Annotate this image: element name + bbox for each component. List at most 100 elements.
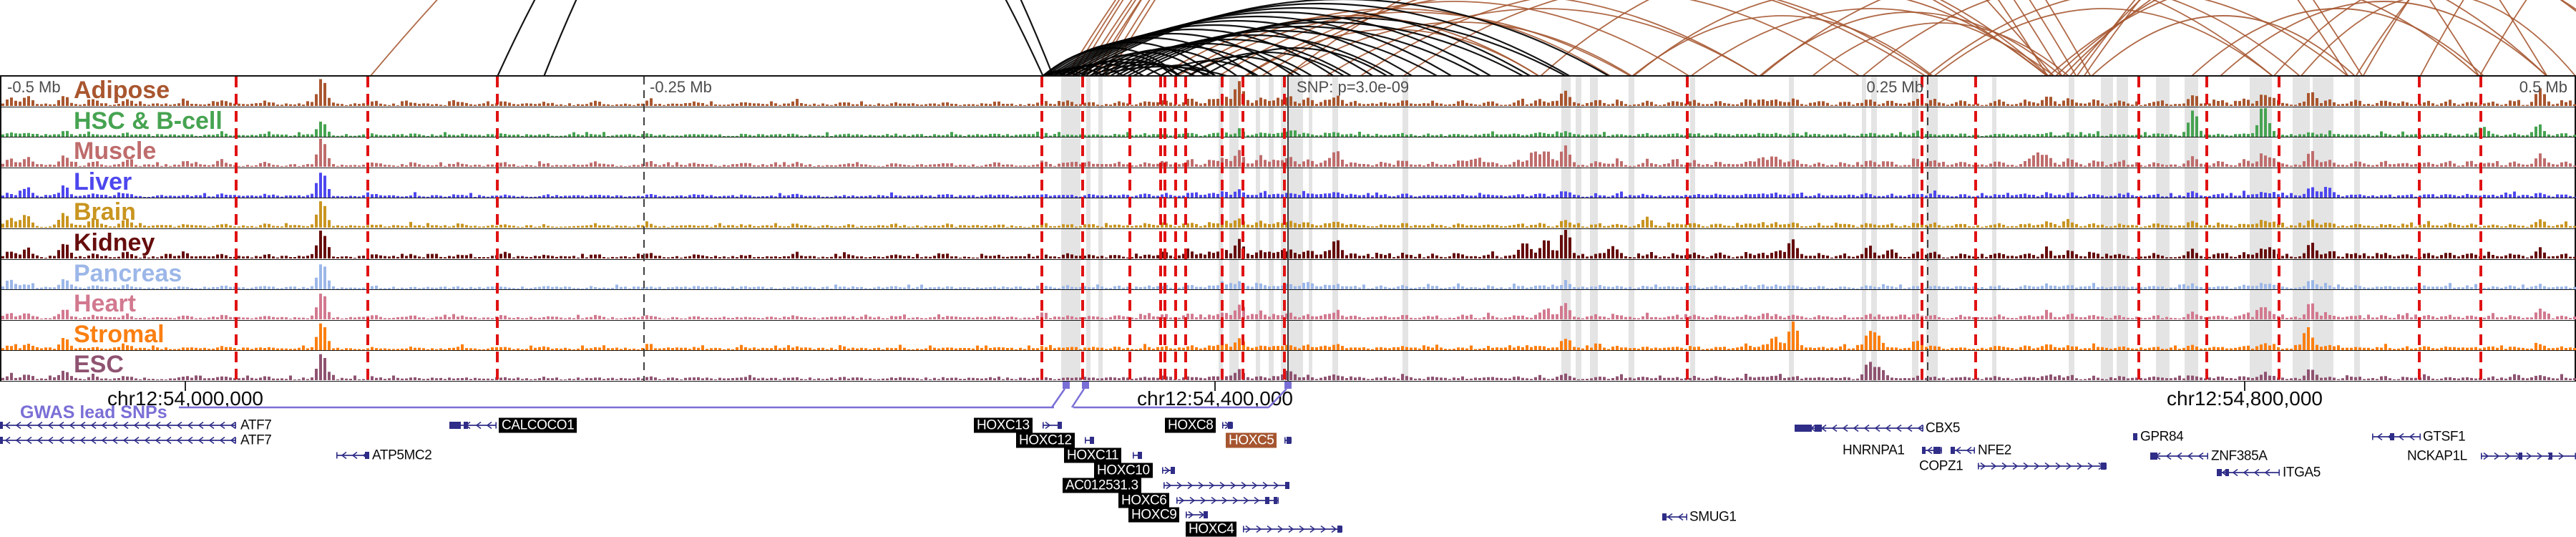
gwas-lead-snps-label: GWAS lead SNPs — [20, 402, 167, 422]
coordinate-tick — [1214, 382, 1216, 391]
ruler-label: SNP: p=3.0e-09 — [1297, 78, 1410, 96]
gene-label-HOXC13[interactable]: HOXC13 — [974, 417, 1033, 433]
track-label: Liver — [74, 168, 132, 195]
lead-snp-line — [1174, 77, 1177, 382]
gene-AC012531.3[interactable] — [1163, 481, 1289, 490]
interaction-arc — [369, 0, 2054, 77]
interaction-arc — [1056, 19, 1414, 77]
gene-ZNF385A[interactable] — [2150, 452, 2208, 460]
interaction-arc — [542, 0, 1055, 77]
gene-label-GPR84[interactable]: GPR84 — [2140, 429, 2184, 445]
gene-label-NCKAP1L[interactable]: NCKAP1L — [2407, 448, 2467, 464]
interaction-arc — [2419, 0, 2464, 77]
gene-HNRNPA1[interactable] — [1922, 446, 1942, 455]
tracks-right-border — [2575, 77, 2576, 382]
gene-NFE2[interactable] — [1951, 446, 1975, 455]
highlight-band — [2069, 77, 2074, 382]
gene-label-HNRNPA1[interactable]: HNRNPA1 — [1843, 442, 1905, 458]
gene-HOXC11[interactable] — [1133, 452, 1142, 459]
highlight-band — [1629, 77, 1634, 382]
interaction-arc — [1084, 52, 1206, 77]
interaction-arc — [2047, 0, 2480, 77]
interaction-arc — [2362, 0, 2410, 77]
interaction-arc — [2219, 1, 2548, 77]
gene-SMUG1[interactable] — [1662, 513, 1687, 521]
gene-label-NFE2[interactable]: NFE2 — [1978, 442, 2011, 458]
gene-HOXC8[interactable] — [1222, 421, 1233, 430]
gene-label-COPZ1[interactable]: COPZ1 — [1919, 458, 1963, 474]
track-label: HSC & B-cell — [74, 107, 223, 135]
gene-label-AC012531.3[interactable]: AC012531.3 — [1063, 478, 1141, 493]
lead-snp-line — [1128, 77, 1131, 382]
gene-HOXC12[interactable] — [1085, 437, 1094, 444]
highlight-band — [1992, 77, 1996, 382]
gene-label-SMUG1[interactable]: SMUG1 — [1689, 509, 1737, 525]
gene-HOXC5[interactable] — [1284, 437, 1292, 444]
coordinate-label: chr12:54,400,000 — [1137, 387, 1293, 410]
lead-snp-line — [235, 77, 238, 382]
gene-HOXC10[interactable] — [1162, 466, 1175, 475]
gene-ITGA5[interactable] — [2217, 468, 2280, 477]
interaction-arc — [1933, 8, 2274, 77]
gene-label-ZNF385A[interactable]: ZNF385A — [2211, 448, 2268, 464]
interaction-arc — [2083, 0, 2141, 77]
gene-label-HOXC4[interactable]: HOXC4 — [1186, 521, 1237, 537]
gene-label-ATF7[interactable]: ATF7 — [240, 417, 272, 433]
gene-label-HOXC9[interactable]: HOXC9 — [1128, 507, 1180, 523]
gene-label-HOXC8[interactable]: HOXC8 — [1165, 417, 1216, 433]
interaction-arc — [1173, 56, 1303, 77]
interaction-arc — [1041, 47, 1181, 77]
coordinate-tick — [185, 382, 186, 391]
interaction-arc — [1080, 0, 2349, 77]
gene-CBX5[interactable] — [1795, 424, 1923, 432]
gwas-lead-snp-marker[interactable] — [1082, 382, 1089, 389]
interaction-arc — [1359, 0, 1861, 77]
interaction-arc — [1057, 62, 1146, 77]
gene-label-ITGA5[interactable]: ITGA5 — [2283, 465, 2321, 480]
gene-HOXC4[interactable] — [1243, 525, 1342, 533]
gwas-lead-snp-marker[interactable] — [1063, 382, 1070, 389]
tracks-top-border — [0, 75, 2576, 77]
gene-label-ATP5MC2[interactable]: ATP5MC2 — [372, 448, 432, 463]
gene-HOXC13[interactable] — [1043, 421, 1062, 430]
gene-label-HOXC11[interactable]: HOXC11 — [1064, 448, 1122, 463]
gene-label-GTSF1[interactable]: GTSF1 — [2423, 429, 2466, 445]
gene-label-CALCOCO1[interactable]: CALCOCO1 — [499, 417, 577, 433]
ruler-label: 0.25 Mb — [1866, 78, 1924, 96]
coordinate-label: chr12:54,800,000 — [2167, 387, 2323, 410]
interaction-arc — [1066, 7, 1532, 77]
interaction-arcs-panel — [369, 0, 2576, 77]
interaction-arc — [1811, 22, 2070, 77]
ruler-gridline — [643, 77, 645, 382]
gene-label-HOXC10[interactable]: HOXC10 — [1094, 463, 1153, 478]
gene-label-ATF7[interactable]: ATF7 — [240, 432, 272, 448]
track-label: ESC — [74, 351, 124, 379]
gene-GPR84[interactable] — [2133, 433, 2137, 440]
interaction-arc — [1539, 0, 2050, 77]
track-label: Adipose — [74, 77, 170, 104]
interaction-arc — [1244, 29, 1541, 77]
interaction-arc — [1114, 30, 1439, 77]
interaction-arc — [1926, 0, 2349, 77]
track-label: Kidney — [74, 229, 155, 256]
gene-ATP5MC2[interactable] — [336, 451, 369, 460]
gene-label-CBX5[interactable]: CBX5 — [1926, 420, 1961, 436]
coordinate-tick — [2244, 382, 2245, 391]
gene-HOXC6[interactable] — [1176, 496, 1279, 505]
gene-label-HOXC6[interactable]: HOXC6 — [1118, 493, 1170, 508]
gene-label-HOXC12[interactable]: HOXC12 — [1016, 432, 1075, 448]
gene-HOXC9[interactable] — [1186, 511, 1208, 519]
lead-snp-line — [1283, 77, 1286, 382]
interaction-arc — [1402, 0, 1933, 77]
lead-snp-line — [1686, 77, 1689, 382]
interaction-arc — [1120, 25, 1482, 77]
gene-COPZ1[interactable] — [1978, 462, 2107, 470]
gene-label-HOXC5[interactable]: HOXC5 — [1226, 432, 1277, 448]
interaction-arc — [1126, 21, 1525, 77]
interaction-arc — [2355, 0, 2410, 77]
gene-CALCOCO1[interactable] — [449, 421, 497, 430]
gene-ATF7[interactable] — [0, 436, 236, 445]
gene-NCKAP1L[interactable] — [2481, 452, 2576, 460]
gene-GTSF1[interactable] — [2372, 432, 2421, 441]
interaction-arc — [2062, 0, 2576, 77]
